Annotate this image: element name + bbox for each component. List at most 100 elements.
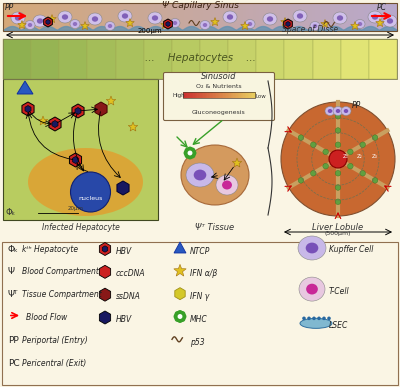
Polygon shape — [128, 122, 138, 131]
Bar — [16, 3, 20, 31]
Bar — [229, 92, 231, 98]
Bar — [225, 92, 227, 98]
Bar — [3, 3, 7, 31]
Bar — [203, 92, 205, 98]
Circle shape — [329, 150, 347, 168]
Bar — [124, 3, 128, 31]
Text: Low: Low — [256, 94, 266, 99]
Circle shape — [335, 170, 341, 176]
Bar — [282, 3, 286, 31]
Bar — [148, 3, 151, 31]
Bar — [164, 3, 168, 31]
Bar — [131, 3, 135, 31]
Bar — [256, 39, 284, 79]
Text: Z₃: Z₃ — [372, 154, 378, 159]
Bar — [200, 3, 204, 31]
Bar — [369, 39, 397, 79]
Ellipse shape — [336, 109, 340, 113]
Circle shape — [298, 178, 304, 183]
Bar — [252, 92, 254, 98]
Bar — [228, 92, 230, 98]
Bar — [59, 39, 88, 79]
Bar — [374, 3, 378, 31]
Bar — [239, 92, 241, 98]
Ellipse shape — [372, 14, 378, 20]
Ellipse shape — [88, 13, 102, 25]
Bar — [170, 3, 174, 31]
Bar — [200, 92, 202, 98]
Polygon shape — [175, 288, 185, 300]
Circle shape — [175, 316, 180, 321]
Bar — [190, 92, 192, 98]
Ellipse shape — [152, 15, 158, 21]
Bar — [236, 3, 240, 31]
Bar — [390, 3, 394, 31]
Bar — [3, 79, 158, 220]
Bar — [134, 3, 138, 31]
Bar — [29, 3, 33, 31]
Bar — [384, 3, 388, 31]
Bar — [246, 92, 248, 98]
Bar — [331, 3, 335, 31]
Bar — [115, 3, 118, 31]
Text: Periportal (Entry): Periportal (Entry) — [22, 336, 88, 345]
Bar — [144, 3, 148, 31]
Circle shape — [335, 113, 341, 119]
Ellipse shape — [223, 11, 237, 23]
Text: PP: PP — [8, 336, 19, 345]
Polygon shape — [81, 22, 89, 30]
Bar — [325, 3, 328, 31]
Ellipse shape — [297, 13, 303, 19]
Bar — [56, 3, 59, 31]
Bar — [218, 92, 220, 98]
Bar — [23, 3, 26, 31]
Bar — [256, 3, 260, 31]
Bar — [249, 92, 251, 98]
Polygon shape — [95, 102, 107, 116]
Ellipse shape — [108, 24, 112, 28]
Bar — [215, 92, 217, 98]
Circle shape — [322, 317, 326, 320]
Ellipse shape — [245, 19, 255, 29]
Ellipse shape — [122, 13, 128, 19]
Bar — [200, 39, 228, 79]
Circle shape — [188, 154, 192, 159]
Text: Pericentral (Exit): Pericentral (Exit) — [22, 359, 86, 368]
Bar — [72, 3, 76, 31]
Text: Gluconeogenesis: Gluconeogenesis — [192, 110, 246, 115]
Bar — [206, 3, 210, 31]
Text: Z₁: Z₁ — [343, 154, 349, 159]
Polygon shape — [284, 19, 292, 29]
Ellipse shape — [300, 319, 332, 328]
Bar — [13, 3, 17, 31]
Circle shape — [178, 317, 182, 322]
Bar — [105, 3, 108, 31]
Ellipse shape — [92, 16, 98, 22]
Bar — [298, 3, 302, 31]
Bar — [92, 3, 96, 31]
Polygon shape — [72, 104, 84, 118]
Ellipse shape — [333, 106, 343, 115]
Text: p53: p53 — [190, 338, 205, 347]
Ellipse shape — [313, 24, 317, 28]
Bar — [244, 92, 246, 98]
Bar — [118, 3, 122, 31]
Ellipse shape — [194, 170, 206, 180]
Polygon shape — [166, 22, 170, 26]
Text: NTCP: NTCP — [190, 247, 210, 255]
Bar — [361, 3, 365, 31]
Ellipse shape — [310, 22, 320, 31]
Bar — [230, 92, 232, 98]
Circle shape — [323, 163, 328, 169]
Bar — [49, 3, 53, 31]
Ellipse shape — [15, 15, 21, 21]
Bar — [246, 3, 250, 31]
Text: Ψ Capillary Sinus: Ψ Capillary Sinus — [162, 1, 238, 10]
Text: Infected Hepatocyte: Infected Hepatocyte — [42, 223, 120, 232]
Bar — [348, 3, 352, 31]
Circle shape — [188, 151, 192, 155]
FancyBboxPatch shape — [164, 72, 274, 120]
Polygon shape — [164, 19, 172, 29]
Circle shape — [360, 142, 366, 147]
Bar — [184, 3, 187, 31]
